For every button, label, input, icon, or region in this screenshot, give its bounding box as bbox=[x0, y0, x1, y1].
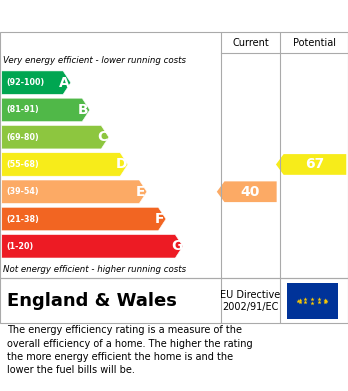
Text: D: D bbox=[116, 158, 127, 172]
Text: (39-54): (39-54) bbox=[6, 187, 39, 196]
Polygon shape bbox=[2, 207, 166, 231]
Text: (69-80): (69-80) bbox=[6, 133, 39, 142]
Polygon shape bbox=[2, 98, 90, 122]
Text: (21-38): (21-38) bbox=[6, 215, 39, 224]
Text: (1-20): (1-20) bbox=[6, 242, 33, 251]
Polygon shape bbox=[2, 180, 147, 203]
Text: Current: Current bbox=[232, 38, 269, 48]
Polygon shape bbox=[2, 153, 128, 176]
Text: EU Directive
2002/91/EC: EU Directive 2002/91/EC bbox=[220, 290, 281, 312]
Text: Not energy efficient - higher running costs: Not energy efficient - higher running co… bbox=[3, 265, 187, 274]
Bar bbox=[287, 283, 338, 319]
Text: Very energy efficient - lower running costs: Very energy efficient - lower running co… bbox=[3, 56, 187, 65]
Text: B: B bbox=[78, 103, 89, 117]
Text: 40: 40 bbox=[241, 185, 260, 199]
Text: Energy Efficiency Rating: Energy Efficiency Rating bbox=[10, 9, 220, 23]
Text: England & Wales: England & Wales bbox=[7, 292, 177, 310]
Text: (55-68): (55-68) bbox=[6, 160, 39, 169]
Polygon shape bbox=[276, 154, 346, 175]
Text: (92-100): (92-100) bbox=[6, 78, 44, 87]
Text: A: A bbox=[59, 75, 70, 90]
Polygon shape bbox=[2, 235, 183, 258]
Text: 67: 67 bbox=[305, 158, 325, 172]
Text: The energy efficiency rating is a measure of the
overall efficiency of a home. T: The energy efficiency rating is a measur… bbox=[7, 325, 253, 375]
Polygon shape bbox=[2, 71, 71, 94]
Text: C: C bbox=[97, 130, 108, 144]
Text: E: E bbox=[136, 185, 145, 199]
Text: (81-91): (81-91) bbox=[6, 106, 39, 115]
Text: G: G bbox=[171, 239, 182, 253]
Polygon shape bbox=[2, 126, 109, 149]
Polygon shape bbox=[217, 181, 277, 202]
Text: Potential: Potential bbox=[293, 38, 335, 48]
Text: F: F bbox=[155, 212, 165, 226]
